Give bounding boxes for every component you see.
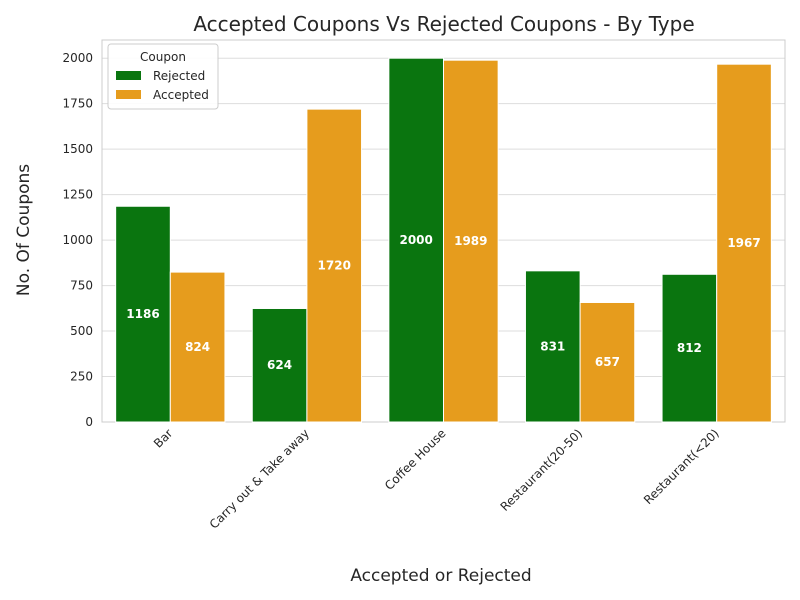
y-tick-label: 1250 [62,188,93,202]
bar-accepted-carry-out-take-away [306,108,363,423]
bar-rejected-bar [115,205,171,423]
legend-title: Coupon [140,50,186,64]
bar-accepted-restaurant-20-50 [579,301,636,423]
y-tick-label: 500 [70,324,93,338]
y-tick-label: 1750 [62,97,93,111]
bar-accepted-bar [169,271,226,423]
chart-title: Accepted Coupons Vs Rejected Coupons - B… [193,12,694,36]
legend: Coupon Rejected Accepted [107,43,219,110]
y-axis-ticks: 0 250 500 750 1000 1250 1500 1750 2000 [62,51,93,429]
legend-swatch-accepted [116,90,141,99]
bar-value-label: 1186 [126,307,159,321]
legend-label-rejected: Rejected [153,69,205,83]
y-tick-label: 0 [85,415,93,429]
bar-value-label: 1967 [727,236,760,250]
x-axis-label: Accepted or Rejected [350,566,531,586]
bar-value-label: 2000 [399,233,432,247]
bars: 1186 824 624 1720 2000 1989 831 657 812 1967 [115,57,772,423]
y-tick-label: 1000 [62,233,93,247]
y-tick-label: 1500 [62,142,93,156]
y-tick-label: 750 [70,279,93,293]
bar-value-label: 1989 [454,234,487,248]
bar-value-label: 812 [677,341,702,355]
bar-accepted-restaurant-20 [716,63,772,423]
bar-value-label: 831 [540,339,565,353]
y-axis-label: No. Of Coupons [14,164,34,296]
y-tick-label: 2000 [62,51,93,65]
legend-label-accepted: Accepted [153,88,209,102]
bar-accepted-coffee-house [443,59,499,423]
bar-rejected-coffee-house [388,57,444,423]
bar-value-label: 657 [595,355,620,369]
bar-rejected-restaurant-20-50 [524,270,581,423]
bar-rejected-restaurant-20 [661,273,718,423]
bar-value-label: 624 [267,358,292,372]
y-tick-label: 250 [70,370,93,384]
bar-value-label: 1720 [318,259,351,273]
legend-swatch-rejected [116,71,141,80]
bar-value-label: 824 [185,340,210,354]
